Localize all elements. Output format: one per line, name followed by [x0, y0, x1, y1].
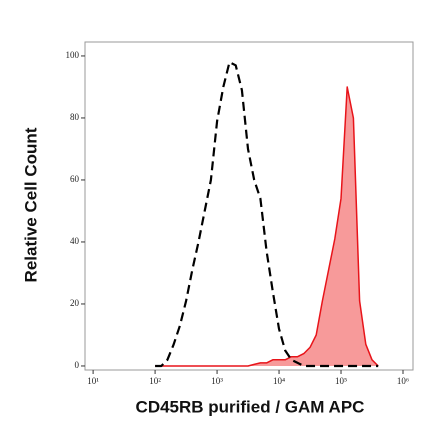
- x-tick-label: 10²: [149, 376, 161, 386]
- x-axis-label: CD45RB purified / GAM APC: [136, 397, 365, 416]
- area-fill: [155, 87, 379, 366]
- series-line: [155, 86, 379, 367]
- series-line: [155, 61, 379, 368]
- y-tick-label: 100: [66, 50, 80, 60]
- y-axis-label: Relative Cell Count: [21, 127, 40, 282]
- y-tick-label: 0: [75, 360, 80, 370]
- y-tick-label: 60: [70, 174, 80, 184]
- y-tick-label: 20: [70, 298, 80, 308]
- y-tick-label: 80: [70, 112, 80, 122]
- x-tick-label: 10¹: [87, 376, 99, 386]
- x-tick-label: 10⁶: [397, 376, 409, 386]
- y-tick-label: 40: [70, 236, 80, 246]
- x-tick-label: 10³: [211, 376, 223, 386]
- plot-frame: [84, 41, 414, 371]
- x-tick-label: 10⁴: [273, 376, 285, 386]
- x-tick-label: 10⁵: [335, 376, 347, 386]
